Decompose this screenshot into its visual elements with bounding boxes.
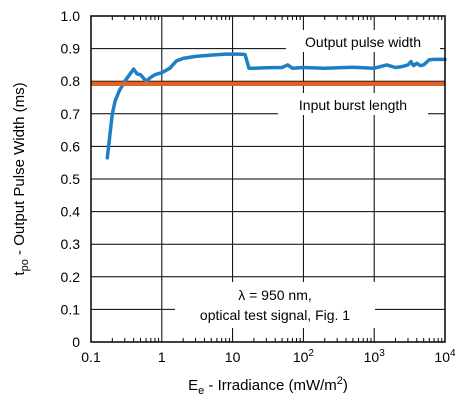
annotation-wavelength: λ = 950 nm, <box>238 287 312 303</box>
y-tick-label: 0.5 <box>61 171 81 187</box>
series-lines <box>91 52 447 160</box>
y-tick-label: 0.1 <box>61 301 81 317</box>
input-burst-length-label-group: Input burst length <box>278 93 428 115</box>
output-pulse-width-line <box>105 52 447 160</box>
y-tick-label: 0 <box>72 334 80 350</box>
x-tick-label: 10 <box>225 349 241 365</box>
x-tick-label: 104 <box>434 348 456 365</box>
y-tick-label: 0.7 <box>61 106 81 122</box>
y-tick-label: 0.4 <box>61 204 81 220</box>
y-tick-label: 0.3 <box>61 236 81 252</box>
input-burst-length-label: Input burst length <box>299 97 407 113</box>
output-pulse-width-label: Output pulse width <box>305 34 421 50</box>
y-axis-label: tpo - Output Pulse Width (ms) <box>11 82 31 275</box>
x-axis-label: Ee - Irradiance (mW/m2) <box>188 375 348 397</box>
y-tick-label: 0.2 <box>61 269 81 285</box>
y-tick-label: 1.0 <box>61 8 81 24</box>
x-tick-label: 103 <box>364 348 386 365</box>
output-pulse-width-label-group: Output pulse width <box>286 30 440 52</box>
x-tick-label: 102 <box>293 348 315 365</box>
plot-frame <box>90 15 446 343</box>
x-tick-label: 0.1 <box>81 349 101 365</box>
y-tick-labels: 0 0.1 0.2 0.3 0.4 0.5 0.6 0.7 0.8 0.9 1.0 <box>61 8 81 350</box>
y-tick-label: 0.9 <box>61 41 81 57</box>
annotation-test-signal: optical test signal, Fig. 1 <box>200 307 350 323</box>
x-tick-label: 1 <box>158 349 166 365</box>
annotation-group: λ = 950 nm, optical test signal, Fig. 1 <box>175 282 375 328</box>
x-tick-labels: 0.1 1 10 102 103 104 <box>81 348 456 365</box>
y-tick-label: 0.8 <box>61 73 81 89</box>
y-tick-label: 0.6 <box>61 138 81 154</box>
